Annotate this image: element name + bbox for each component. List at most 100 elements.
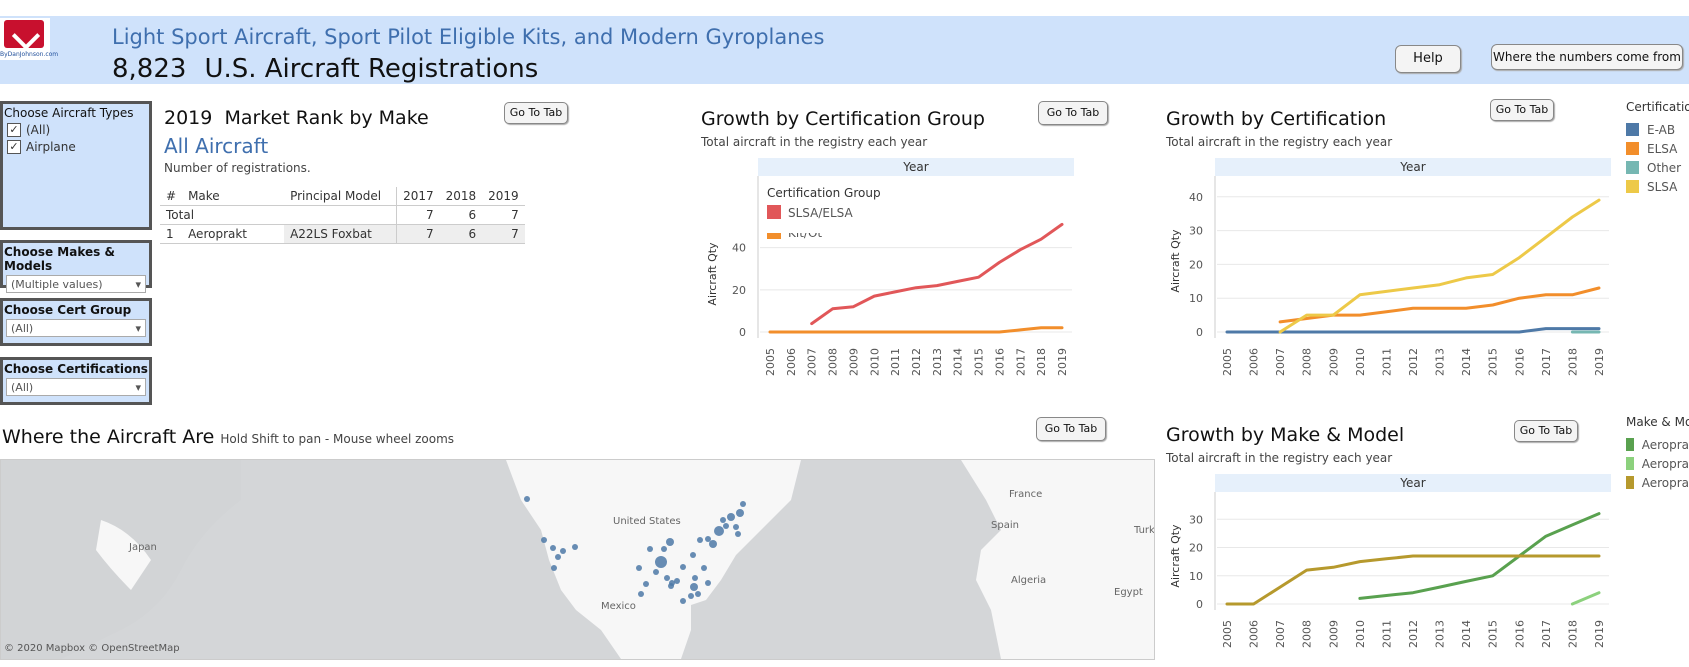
japan-land [96, 520, 151, 590]
help-button[interactable]: Help [1395, 45, 1461, 73]
aircraft-location-dot [550, 545, 556, 551]
table-cell: Aeroprakt [182, 224, 285, 244]
legend-item[interactable]: SLSA [1626, 177, 1689, 196]
x-tick-label: 2015 [1487, 348, 1500, 376]
checkbox-checked-icon: ✓ [7, 123, 21, 137]
aircraft-location-dot [664, 575, 670, 581]
aircraft-location-dot [555, 554, 561, 560]
type-option-all[interactable]: ✓ (All) [7, 123, 149, 137]
year-header: Year [902, 160, 928, 174]
aircraft-location-dot [695, 591, 701, 597]
y-axis-label: Aircraft Qty [706, 242, 719, 306]
table-cell: 6 [439, 224, 483, 244]
x-tick-label: 2018 [1566, 620, 1579, 648]
rank-total-row[interactable]: Total 7 6 7 [160, 205, 525, 225]
series-line [1358, 512, 1601, 600]
x-tick-label: 2011 [889, 348, 902, 376]
chart3-title: Growth by Make & Model [1166, 424, 1405, 446]
map-label: Spain [991, 520, 1019, 531]
x-tick-label: 2012 [1407, 348, 1420, 376]
chart-make-model[interactable]: Year 0 10 20 30 Aircraft Qty 2005 2006 2007 2008 2… [1165, 474, 1615, 664]
map-label: Algeria [1011, 575, 1047, 586]
legend-label: Aeropra [1641, 456, 1689, 471]
makes-models-title: Choose Makes & Models [4, 245, 115, 273]
aircraft-location-dot [680, 598, 686, 604]
y-tick-label: 0 [1196, 598, 1203, 611]
y-tick-label: 20 [1189, 542, 1203, 555]
legend-item[interactable]: E-AB [1626, 120, 1689, 139]
x-tick-label: 2010 [1354, 620, 1367, 648]
site-logo[interactable]: ByDanJohnson.com [0, 18, 58, 60]
chart2-go-to-tab-button[interactable]: Go To Tab [1490, 99, 1554, 121]
rank-table: # Make Principal Model 2017 2018 2019 To… [160, 187, 525, 244]
x-tick-label: 2013 [1434, 620, 1447, 648]
map-canvas[interactable] [1, 460, 1154, 659]
y-tick-label: 10 [1189, 570, 1203, 583]
chart3-subtitle: Total aircraft in the registry each year [1166, 451, 1393, 465]
chart2-title: Growth by Certification [1166, 108, 1387, 130]
type-option-airplane[interactable]: ✓ Airplane [7, 140, 149, 154]
legend-label: Aeropra [1641, 475, 1689, 490]
aircraft-location-dot [666, 538, 674, 546]
series-line [1570, 591, 1601, 606]
x-tick-label: 2005 [764, 348, 777, 376]
makes-models-dropdown[interactable]: (Multiple values) ▾ [6, 275, 146, 293]
legend-item[interactable]: ELSA [1626, 139, 1689, 158]
series-line [1225, 554, 1601, 606]
legend-swatch [1626, 180, 1639, 193]
type-option-label: (All) [26, 123, 51, 137]
aircraft-location-dot [720, 517, 726, 523]
aircraft-location-dot [709, 540, 717, 548]
aircraft-types-filter: Choose Aircraft Types ✓ (All) ✓ Airplane [0, 101, 152, 230]
legend-item[interactable]: Aeropra [1626, 454, 1689, 473]
aircraft-location-dot [740, 501, 746, 507]
aircraft-location-dot [705, 580, 711, 586]
certifications-dropdown[interactable]: (All) ▾ [6, 378, 146, 396]
table-cell: 7 [482, 224, 525, 244]
europe-africa-land [961, 460, 1154, 659]
rank-go-to-tab-button[interactable]: Go To Tab [504, 102, 568, 124]
where-numbers-come-from-button[interactable]: Where the numbers come from [1491, 44, 1683, 70]
registration-count-title: 8,823 U.S. Aircraft Registrations [112, 54, 556, 84]
x-tick-label: 2009 [847, 348, 860, 376]
aircraft-location-dot [690, 583, 698, 591]
table-cell: A22LS Foxbat [284, 224, 397, 244]
x-tick-label: 2010 [868, 348, 881, 376]
chart2-subtitle: Total aircraft in the registry each year [1166, 135, 1393, 149]
chart-certification-group[interactable]: Year 0 20 40 Aircraft Qty 2005 2006 2007 2008 200… [700, 158, 1160, 408]
certifications-filter: Choose Certifications (All) ▾ [0, 357, 152, 405]
aircraft-location-dot [733, 524, 739, 530]
x-tick-label: 2014 [1460, 620, 1473, 648]
legend-swatch [1626, 123, 1639, 136]
dropdown-value: (Multiple values) [11, 277, 103, 291]
chart-certification[interactable]: Year 0 10 20 30 40 Aircraft Qty 2005 2006 2007 200… [1165, 158, 1615, 408]
x-tick-label: 2006 [1248, 348, 1261, 376]
x-tick-label: 2012 [1407, 620, 1420, 648]
aircraft-map[interactable]: United States Japan Mexico France Spain … [0, 459, 1155, 660]
x-tick-label: 2007 [1274, 348, 1287, 376]
plane-logo-icon [4, 20, 44, 48]
legend-label: Aeropra [1641, 437, 1689, 452]
legend-item[interactable]: Aeropra [1626, 473, 1689, 492]
legend-item[interactable]: Other [1626, 158, 1689, 177]
table-row[interactable]: 1 Aeroprakt A22LS Foxbat 7 6 7 [160, 224, 525, 244]
aircraft-location-dot [736, 509, 744, 517]
col-header: 2017 [396, 187, 440, 206]
legend-item[interactable]: Aeropra [1626, 435, 1689, 454]
x-tick-label: 2016 [1513, 348, 1526, 376]
series-line [1278, 198, 1601, 334]
map-credit[interactable]: © 2020 Mapbox © OpenStreetMap [4, 643, 180, 654]
legend-title: Certificatio [1626, 100, 1689, 114]
aircraft-location-dot [674, 578, 680, 584]
x-tick-label: 2019 [1593, 620, 1606, 648]
chart1-go-to-tab-button[interactable]: Go To Tab [1038, 101, 1108, 125]
aircraft-location-dot [647, 546, 653, 552]
map-go-to-tab-button[interactable]: Go To Tab [1036, 417, 1106, 441]
rank-header-row: # Make Principal Model 2017 2018 2019 [160, 187, 525, 206]
dropdown-arrow-icon: ▾ [135, 277, 141, 291]
aircraft-location-dot [680, 564, 686, 570]
registration-count: 8,823 [112, 54, 187, 84]
cert-group-dropdown[interactable]: (All) ▾ [6, 319, 146, 337]
aircraft-location-dot [643, 581, 649, 587]
chart3-go-to-tab-button[interactable]: Go To Tab [1514, 420, 1578, 442]
